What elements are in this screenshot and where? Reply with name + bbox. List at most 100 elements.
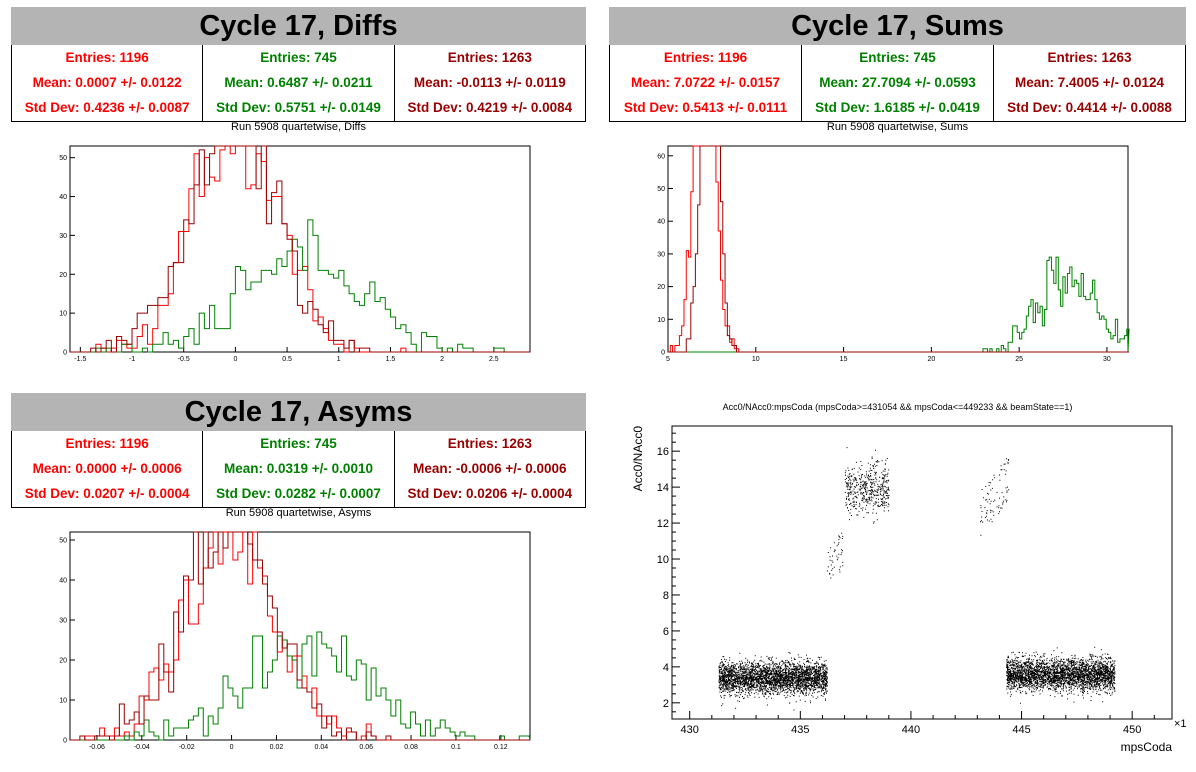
plot-frame [667, 145, 1129, 353]
diffs-stats-green: Entries: 745 Mean: 0.6487 +/- 0.0211 Std… [203, 45, 395, 121]
y-tick-label: 40 [59, 578, 67, 585]
x-tick-label: -1.5 [74, 356, 86, 363]
x-tick-label: -0.04 [134, 744, 150, 751]
y-tick-label: 10 [657, 317, 665, 324]
y-tick-label: 16 [657, 446, 669, 458]
x-axis-label: mpsCoda [1121, 740, 1173, 754]
x-tick-label: -0.5 [178, 356, 190, 363]
stat-entries: Entries: 1196 [65, 436, 149, 451]
y-tick-label: 40 [59, 194, 67, 201]
asyms-stats-red: Entries: 1196 Mean: 0.0000 +/- 0.0006 St… [12, 431, 204, 507]
stat-mean: Mean: 27.7094 +/- 0.0593 [819, 75, 976, 90]
stat-mean: Mean: 0.6487 +/- 0.0211 [224, 75, 373, 90]
x-tick-label: 0.1 [451, 744, 461, 751]
x-tick-label: 0.02 [270, 744, 284, 751]
x-tick-label: 15 [840, 356, 848, 363]
x-tick-label: 0.5 [282, 356, 292, 363]
y-tick-label: 14 [657, 482, 669, 494]
stat-entries: Entries: 745 [260, 436, 337, 451]
y-tick-label: 10 [59, 311, 67, 318]
y-tick-label: 2 [663, 698, 669, 710]
y-tick-label: 8 [663, 590, 669, 602]
stat-entries: Entries: 745 [260, 50, 337, 65]
y-tick-label: 50 [657, 186, 665, 193]
x-tick-label: 0.06 [359, 744, 373, 751]
stat-std: Std Dev: 0.5751 +/- 0.0149 [216, 100, 381, 115]
stat-mean: Mean: -0.0006 +/- 0.0006 [413, 461, 567, 476]
y-tick-label: 30 [59, 233, 67, 240]
x-tick-label: 0.04 [315, 744, 329, 751]
y-tick-label: 20 [59, 272, 67, 279]
sums-stats-darkred: Entries: 1263 Mean: 7.4005 +/- 0.0124 St… [994, 45, 1185, 121]
scatter-points [718, 447, 1116, 711]
stat-std: Std Dev: 0.5413 +/- 0.0111 [623, 100, 788, 115]
y-tick-label: 10 [657, 554, 669, 566]
asyms-histogram: -0.06 -0.04 -0.02 0 0.02 0.04 0.06 0.08 0.1 0.12 0… [59, 531, 531, 751]
diffs-stats-box: Entries: 1196 Mean: 0.0007 +/- 0.0122 St… [11, 45, 586, 122]
x-axis-multiplier: ×10 [1174, 718, 1186, 730]
plot-frame [69, 531, 531, 741]
y-tick-label: 30 [59, 618, 67, 625]
scatter-cluster-4 [980, 458, 1010, 536]
sums-histogram: 5 10 15 20 25 30 0 10 20 30 40 50 60 [657, 145, 1130, 363]
y-tick-label: 40 [657, 219, 665, 226]
histogram-series-2 [668, 256, 1130, 353]
y-tick-label: 30 [657, 251, 665, 258]
x-tick-label: 0.12 [494, 744, 508, 751]
y-tick-label: 0 [63, 738, 67, 745]
scatter-subtitle: Acc0/NAcc0:mpsCoda (mpsCoda>=431054 && m… [722, 402, 1073, 412]
y-tick-label: 10 [59, 698, 67, 705]
y-tick-label: 0 [661, 350, 665, 357]
diffs-banner: Cycle 17, Diffs [11, 7, 586, 46]
x-tick-label: 30 [1103, 356, 1111, 363]
y-tick-label: 12 [657, 518, 669, 530]
stat-std: Std Dev: 1.6185 +/- 0.0419 [815, 100, 980, 115]
stat-std: Std Dev: 0.0207 +/- 0.0004 [24, 486, 190, 501]
x-tick-label: 435 [791, 724, 809, 736]
x-tick-label: 2 [440, 356, 444, 363]
stat-std: Std Dev: 0.4219 +/- 0.0084 [407, 100, 573, 115]
x-tick-label: 2.5 [489, 356, 499, 363]
sums-stats-red: Entries: 1196 Mean: 7.0722 +/- 0.0157 St… [610, 45, 802, 121]
x-tick-label: 25 [1015, 356, 1023, 363]
stat-entries: Entries: 1196 [65, 50, 149, 65]
stat-entries: Entries: 1196 [663, 50, 748, 65]
sums-stats-green: Entries: 745 Mean: 27.7094 +/- 0.0593 St… [802, 45, 994, 121]
stat-entries: Entries: 745 [859, 50, 936, 65]
x-tick-label: 20 [927, 356, 935, 363]
asyms-banner: Cycle 17, Asyms [11, 393, 586, 432]
stat-entries: Entries: 1263 [447, 436, 532, 451]
x-tick-label: 430 [681, 724, 699, 736]
x-tick-label: 0 [230, 744, 234, 751]
sums-subtitle: Run 5908 quartetwise, Sums [826, 121, 969, 133]
y-tick-label: 20 [657, 284, 665, 291]
diffs-subtitle: Run 5908 quartetwise, Diffs [231, 121, 366, 133]
histogram-series-1 [70, 145, 530, 353]
x-tick-label: 445 [1012, 724, 1030, 736]
asyms-stats-box: Entries: 1196 Mean: 0.0000 +/- 0.0006 St… [11, 431, 586, 508]
sums-stats-box: Entries: 1196 Mean: 7.0722 +/- 0.0157 St… [609, 45, 1186, 122]
y-tick-label: 50 [59, 538, 67, 545]
plot-frame [671, 425, 1173, 720]
stat-std: Std Dev: 0.0206 +/- 0.0004 [407, 486, 573, 501]
scatter-plot: 430435440445450246810121416mpsCoda×103Ac… [631, 425, 1186, 754]
plot-frame [69, 145, 531, 353]
stat-std: Std Dev: 0.0282 +/- 0.0007 [216, 486, 381, 501]
x-tick-label: 0 [233, 356, 237, 363]
histogram-series-1 [70, 531, 530, 741]
scatter-cluster-1 [718, 652, 828, 711]
stat-mean: Mean: -0.0113 +/- 0.0119 [413, 75, 566, 90]
x-tick-label: -0.06 [89, 744, 105, 751]
y-axis-label: Acc0/NAcc0 [631, 426, 645, 492]
y-tick-label: 6 [663, 626, 669, 638]
stat-std: Std Dev: 0.4414 +/- 0.0088 [1007, 100, 1172, 115]
diffs-stats-darkred: Entries: 1263 Mean: -0.0113 +/- 0.0119 S… [395, 45, 585, 121]
stat-mean: Mean: 0.0319 +/- 0.0010 [224, 461, 373, 476]
histogram-series-3 [668, 145, 1130, 353]
x-tick-label: 10 [752, 356, 760, 363]
x-tick-label: 5 [666, 356, 670, 363]
y-tick-label: 50 [59, 155, 67, 162]
scatter-cluster-3 [844, 447, 890, 524]
y-tick-label: 20 [59, 658, 67, 665]
stat-mean: Mean: 0.0000 +/- 0.0006 [32, 461, 182, 476]
